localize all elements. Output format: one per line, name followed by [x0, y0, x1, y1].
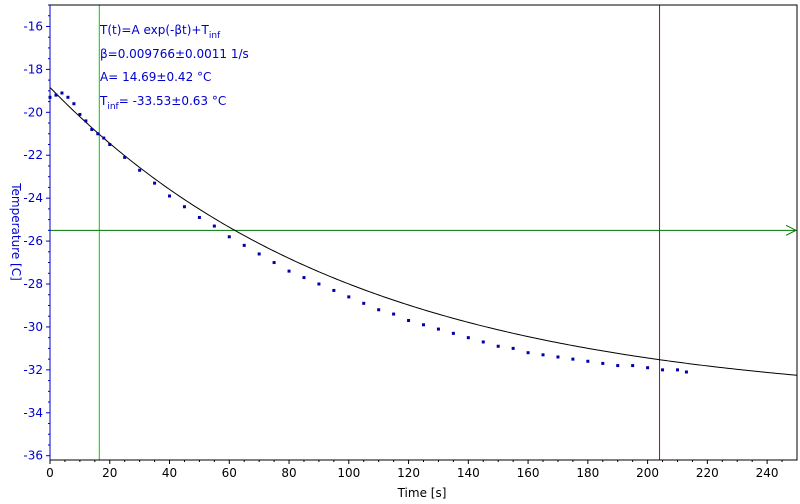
- data-point: [511, 346, 515, 350]
- data-point: [302, 276, 306, 280]
- axes-group: -16 -18 -20 -22 -24 -26 -28 -30 -32 -34 -360 20 40 60…: [23, 4, 798, 480]
- data-point: [102, 136, 106, 140]
- annotation-block: T(t)=A exp(-βt)+Tinf β=0.009766±0.0011 1…: [99, 23, 249, 112]
- data-point: [466, 336, 470, 340]
- data-point: [377, 308, 381, 312]
- y-tick-label: -28: [23, 277, 43, 291]
- data-point: [54, 93, 58, 97]
- y-axis-title: Temperature [C]: [9, 182, 23, 281]
- annotation-amplitude: A= 14.69±0.42 °C: [100, 70, 211, 84]
- y-tick-label: -26: [23, 234, 43, 248]
- data-point: [616, 364, 620, 368]
- data-point: [586, 359, 590, 363]
- data-point: [526, 351, 530, 355]
- x-tick-label: 140: [457, 466, 480, 480]
- data-point: [541, 353, 545, 357]
- data-point: [675, 368, 679, 372]
- data-point: [451, 331, 455, 335]
- data-point: [631, 364, 635, 368]
- data-point: [182, 205, 186, 209]
- data-point: [212, 224, 216, 228]
- x-tick-label: 160: [517, 466, 540, 480]
- data-point: [332, 288, 336, 292]
- fit-curve: [49, 87, 798, 376]
- annotation-model: T(t)=A exp(-βt)+Tinf: [99, 23, 221, 41]
- y-tick-label: -30: [23, 320, 43, 334]
- x-tick-label: 60: [222, 466, 237, 480]
- data-point: [481, 340, 485, 344]
- data-point: [601, 361, 605, 365]
- annotation-beta: β=0.009766±0.0011 1/s: [100, 47, 249, 61]
- y-tick-label: -20: [23, 105, 43, 119]
- data-point: [392, 312, 396, 316]
- data-point: [227, 235, 231, 239]
- data-point: [496, 344, 500, 348]
- cursor-lines: [50, 5, 798, 460]
- x-tick-label: 240: [756, 466, 779, 480]
- y-tick-label: -36: [23, 449, 43, 463]
- x-axis-title: Time [s]: [397, 486, 447, 500]
- data-point: [422, 323, 425, 327]
- x-tick-label: 20: [102, 466, 117, 480]
- data-point: [78, 112, 82, 116]
- x-tick-label: 180: [576, 466, 599, 480]
- data-point: [347, 295, 351, 299]
- data-point: [96, 132, 100, 136]
- data-point: [197, 215, 201, 219]
- data-point: [317, 282, 321, 286]
- data-point: [84, 119, 88, 123]
- y-tick-label: -22: [23, 148, 43, 162]
- x-tick-label: 100: [337, 466, 360, 480]
- data-point: [407, 319, 411, 322]
- y-tick-label: -18: [23, 62, 43, 76]
- x-tick-label: 40: [162, 466, 177, 480]
- data-point: [646, 366, 650, 370]
- data-point: [242, 243, 246, 247]
- y-tick-label: -32: [23, 363, 43, 377]
- x-tick-label: 200: [636, 466, 659, 480]
- y-tick-label: -34: [23, 406, 43, 420]
- y-tick-label: -24: [23, 191, 43, 205]
- annotation-tinf: Tinf= -33.53±0.63 °C: [99, 94, 226, 112]
- data-point: [153, 181, 157, 185]
- x-tick-label: 120: [397, 466, 420, 480]
- fit-curve-group: [49, 87, 798, 376]
- data-point: [362, 301, 366, 305]
- data-point: [272, 261, 276, 265]
- x-tick-label: 220: [696, 466, 719, 480]
- data-point: [257, 252, 261, 256]
- data-point: [123, 155, 127, 159]
- x-tick-label: 80: [281, 466, 296, 480]
- data-point: [661, 368, 665, 372]
- data-point: [571, 357, 575, 361]
- x-tick-label: 0: [46, 466, 54, 480]
- data-point: [436, 327, 440, 331]
- data-point: [108, 143, 112, 146]
- data-point: [168, 194, 172, 198]
- data-point: [90, 127, 94, 131]
- horizontal-cursor-arrow-0: [785, 224, 798, 236]
- data-point: [66, 95, 70, 99]
- data-point: [556, 355, 560, 359]
- data-point: [684, 370, 688, 374]
- data-point: [138, 168, 142, 172]
- data-point: [60, 91, 64, 95]
- data-point: [287, 269, 291, 273]
- y-tick-label: -16: [23, 19, 43, 33]
- plot-background: [50, 5, 797, 460]
- data-point: [72, 102, 76, 106]
- data-points-group: [48, 91, 688, 374]
